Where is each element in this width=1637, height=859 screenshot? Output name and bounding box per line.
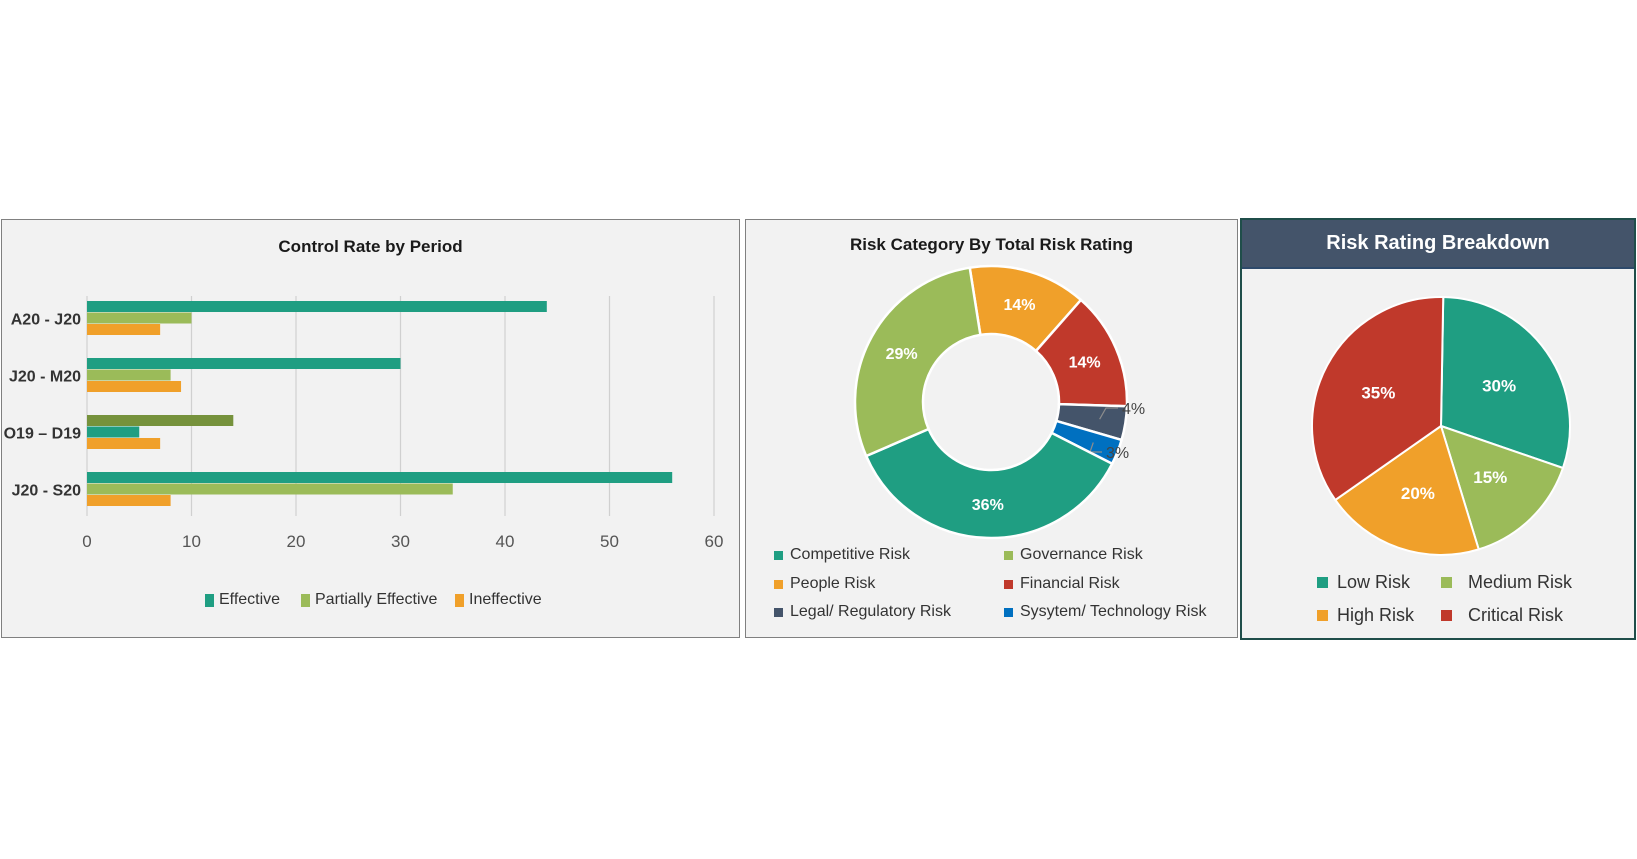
legend-swatch-legal bbox=[774, 607, 783, 617]
pie-data-label: 30% bbox=[1482, 376, 1516, 395]
bar-ineffective bbox=[87, 495, 171, 506]
bar-partially-effective bbox=[87, 483, 453, 495]
x-tick-label: 50 bbox=[600, 532, 619, 551]
bar-ineffective bbox=[87, 381, 182, 392]
x-tick-label: 0 bbox=[82, 532, 91, 551]
bar-effective bbox=[87, 426, 140, 438]
y-category-label: J20 - S20 bbox=[12, 482, 81, 499]
donut-slice-competitive-risk bbox=[864, 427, 1114, 540]
legend-swatch-governance bbox=[1004, 550, 1013, 560]
x-tick-label: 40 bbox=[496, 532, 515, 551]
pie-slice-low-risk bbox=[1439, 296, 1571, 470]
x-tick-label: 60 bbox=[705, 532, 724, 551]
pie-slice-critical-risk bbox=[1311, 296, 1445, 502]
pie-data-label: 15% bbox=[1473, 468, 1507, 487]
x-tick-label: 30 bbox=[391, 532, 410, 551]
pie-data-label: 35% bbox=[1361, 384, 1395, 403]
legend-item-governance-risk: Governance Risk bbox=[1004, 546, 1143, 564]
legend-item-people-risk: People Risk bbox=[774, 575, 875, 593]
donut-data-label: 14% bbox=[1069, 354, 1101, 371]
legend-swatch-critical bbox=[1441, 610, 1452, 621]
y-category-label: J20 - M20 bbox=[9, 368, 81, 385]
donut-chart-title: Risk Category By Total Risk Rating bbox=[849, 235, 1134, 254]
bar-chart: 0 10 20 30 40 50 60 A20 - J20 J20 - M20 O19 – D19… bbox=[4, 296, 724, 551]
legend-swatch-financial bbox=[1004, 579, 1013, 589]
donut-data-label: 3% bbox=[1106, 445, 1129, 462]
bar-ineffective bbox=[87, 438, 161, 449]
donut-chart: 14% 14% 4% 3% 36% 29% bbox=[853, 264, 1145, 540]
legend-swatch-competitive bbox=[774, 550, 783, 560]
risk-category-panel: Risk Category By Total Risk Rating 14% 14… bbox=[745, 219, 1238, 638]
legend-swatch-medium bbox=[1441, 577, 1452, 588]
y-category-label: A20 - J20 bbox=[11, 311, 81, 328]
donut-data-label: 36% bbox=[972, 497, 1004, 514]
legend-swatch-high bbox=[1317, 610, 1328, 621]
legend-label: Governance Risk bbox=[1020, 546, 1143, 563]
bar-partially-effective bbox=[87, 369, 171, 381]
legend-label: Low Risk bbox=[1337, 572, 1411, 592]
legend-item-medium-risk: Medium Risk bbox=[1441, 572, 1572, 593]
legend-item-competitive-risk: Competitive Risk bbox=[774, 546, 910, 564]
legend-label: Legal/ Regulatory Risk bbox=[790, 603, 951, 620]
legend-swatch-partially-effective bbox=[301, 593, 310, 607]
legend-swatch-ineffective bbox=[455, 593, 464, 607]
legend-label: Partially Effective bbox=[315, 591, 438, 608]
pie-slice-high-risk bbox=[1333, 424, 1480, 556]
legend-item-effective: Effective bbox=[205, 591, 280, 609]
legend-item-high-risk: High Risk bbox=[1317, 605, 1414, 626]
legend-swatch-system bbox=[1004, 607, 1013, 617]
bar-ineffective bbox=[87, 324, 161, 335]
donut-leader-line bbox=[1099, 407, 1118, 420]
legend-label: Medium Risk bbox=[1468, 572, 1573, 592]
x-tick-label: 10 bbox=[182, 532, 201, 551]
legend-item-partially-effective: Partially Effective bbox=[301, 591, 437, 609]
legend-swatch-people bbox=[774, 579, 783, 589]
pie-chart: 30% 15% 20% 35% bbox=[1311, 296, 1571, 556]
legend-label: High Risk bbox=[1337, 605, 1415, 625]
legend-label: Critical Risk bbox=[1468, 605, 1564, 625]
legend-item-ineffective: Ineffective bbox=[455, 591, 542, 609]
bar-effective bbox=[87, 301, 547, 312]
donut-data-label: 4% bbox=[1122, 401, 1145, 418]
donut-slice-governance-risk bbox=[853, 266, 982, 458]
legend-item-financial-risk: Financial Risk bbox=[1004, 575, 1120, 593]
bar-chart-title: Control Rate by Period bbox=[278, 237, 463, 256]
bar-partially-effective bbox=[87, 312, 192, 324]
control-rate-panel: Control Rate by Period 0 10 20 30 40 50 60 A20 … bbox=[1, 219, 740, 638]
bar-partially-effective bbox=[87, 415, 234, 426]
x-tick-label: 20 bbox=[287, 532, 306, 551]
y-category-label: O19 – D19 bbox=[4, 425, 81, 442]
bar-effective bbox=[87, 472, 673, 483]
legend-swatch-low bbox=[1317, 577, 1328, 588]
legend-label: Effective bbox=[219, 591, 281, 608]
legend-label: Financial Risk bbox=[1020, 575, 1120, 592]
donut-data-label: 29% bbox=[886, 346, 918, 363]
legend-label: People Risk bbox=[790, 575, 876, 592]
legend-item-critical-risk: Critical Risk bbox=[1441, 605, 1563, 626]
legend-label: Sysytem/ Technology Risk bbox=[1020, 603, 1207, 620]
pie-chart-title: Risk Rating Breakdown bbox=[1242, 220, 1634, 269]
legend-label: Ineffective bbox=[469, 591, 542, 608]
legend-label: Competitive Risk bbox=[790, 546, 911, 563]
donut-data-label: 14% bbox=[1003, 297, 1035, 314]
pie-slice-medium-risk bbox=[1439, 424, 1565, 551]
legend-item-legal-regulatory-risk: Legal/ Regulatory Risk bbox=[774, 603, 951, 621]
risk-rating-panel: Risk Rating Breakdown 30% 15% 20% 35% Low R… bbox=[1240, 218, 1636, 640]
legend-item-system-technology-risk: Sysytem/ Technology Risk bbox=[1004, 603, 1206, 621]
legend-item-low-risk: Low Risk bbox=[1317, 572, 1410, 593]
legend-swatch-effective bbox=[205, 593, 214, 607]
pie-data-label: 20% bbox=[1401, 484, 1435, 503]
bar-effective bbox=[87, 358, 401, 369]
